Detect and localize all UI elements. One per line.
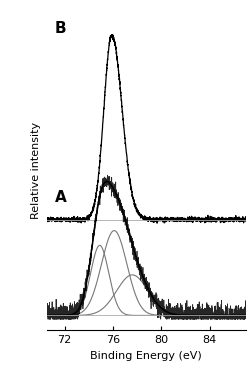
Text: B: B — [55, 21, 66, 36]
X-axis label: Binding Energy (eV): Binding Energy (eV) — [90, 351, 202, 361]
Y-axis label: Relative intensity: Relative intensity — [31, 122, 41, 219]
Text: A: A — [55, 190, 66, 205]
